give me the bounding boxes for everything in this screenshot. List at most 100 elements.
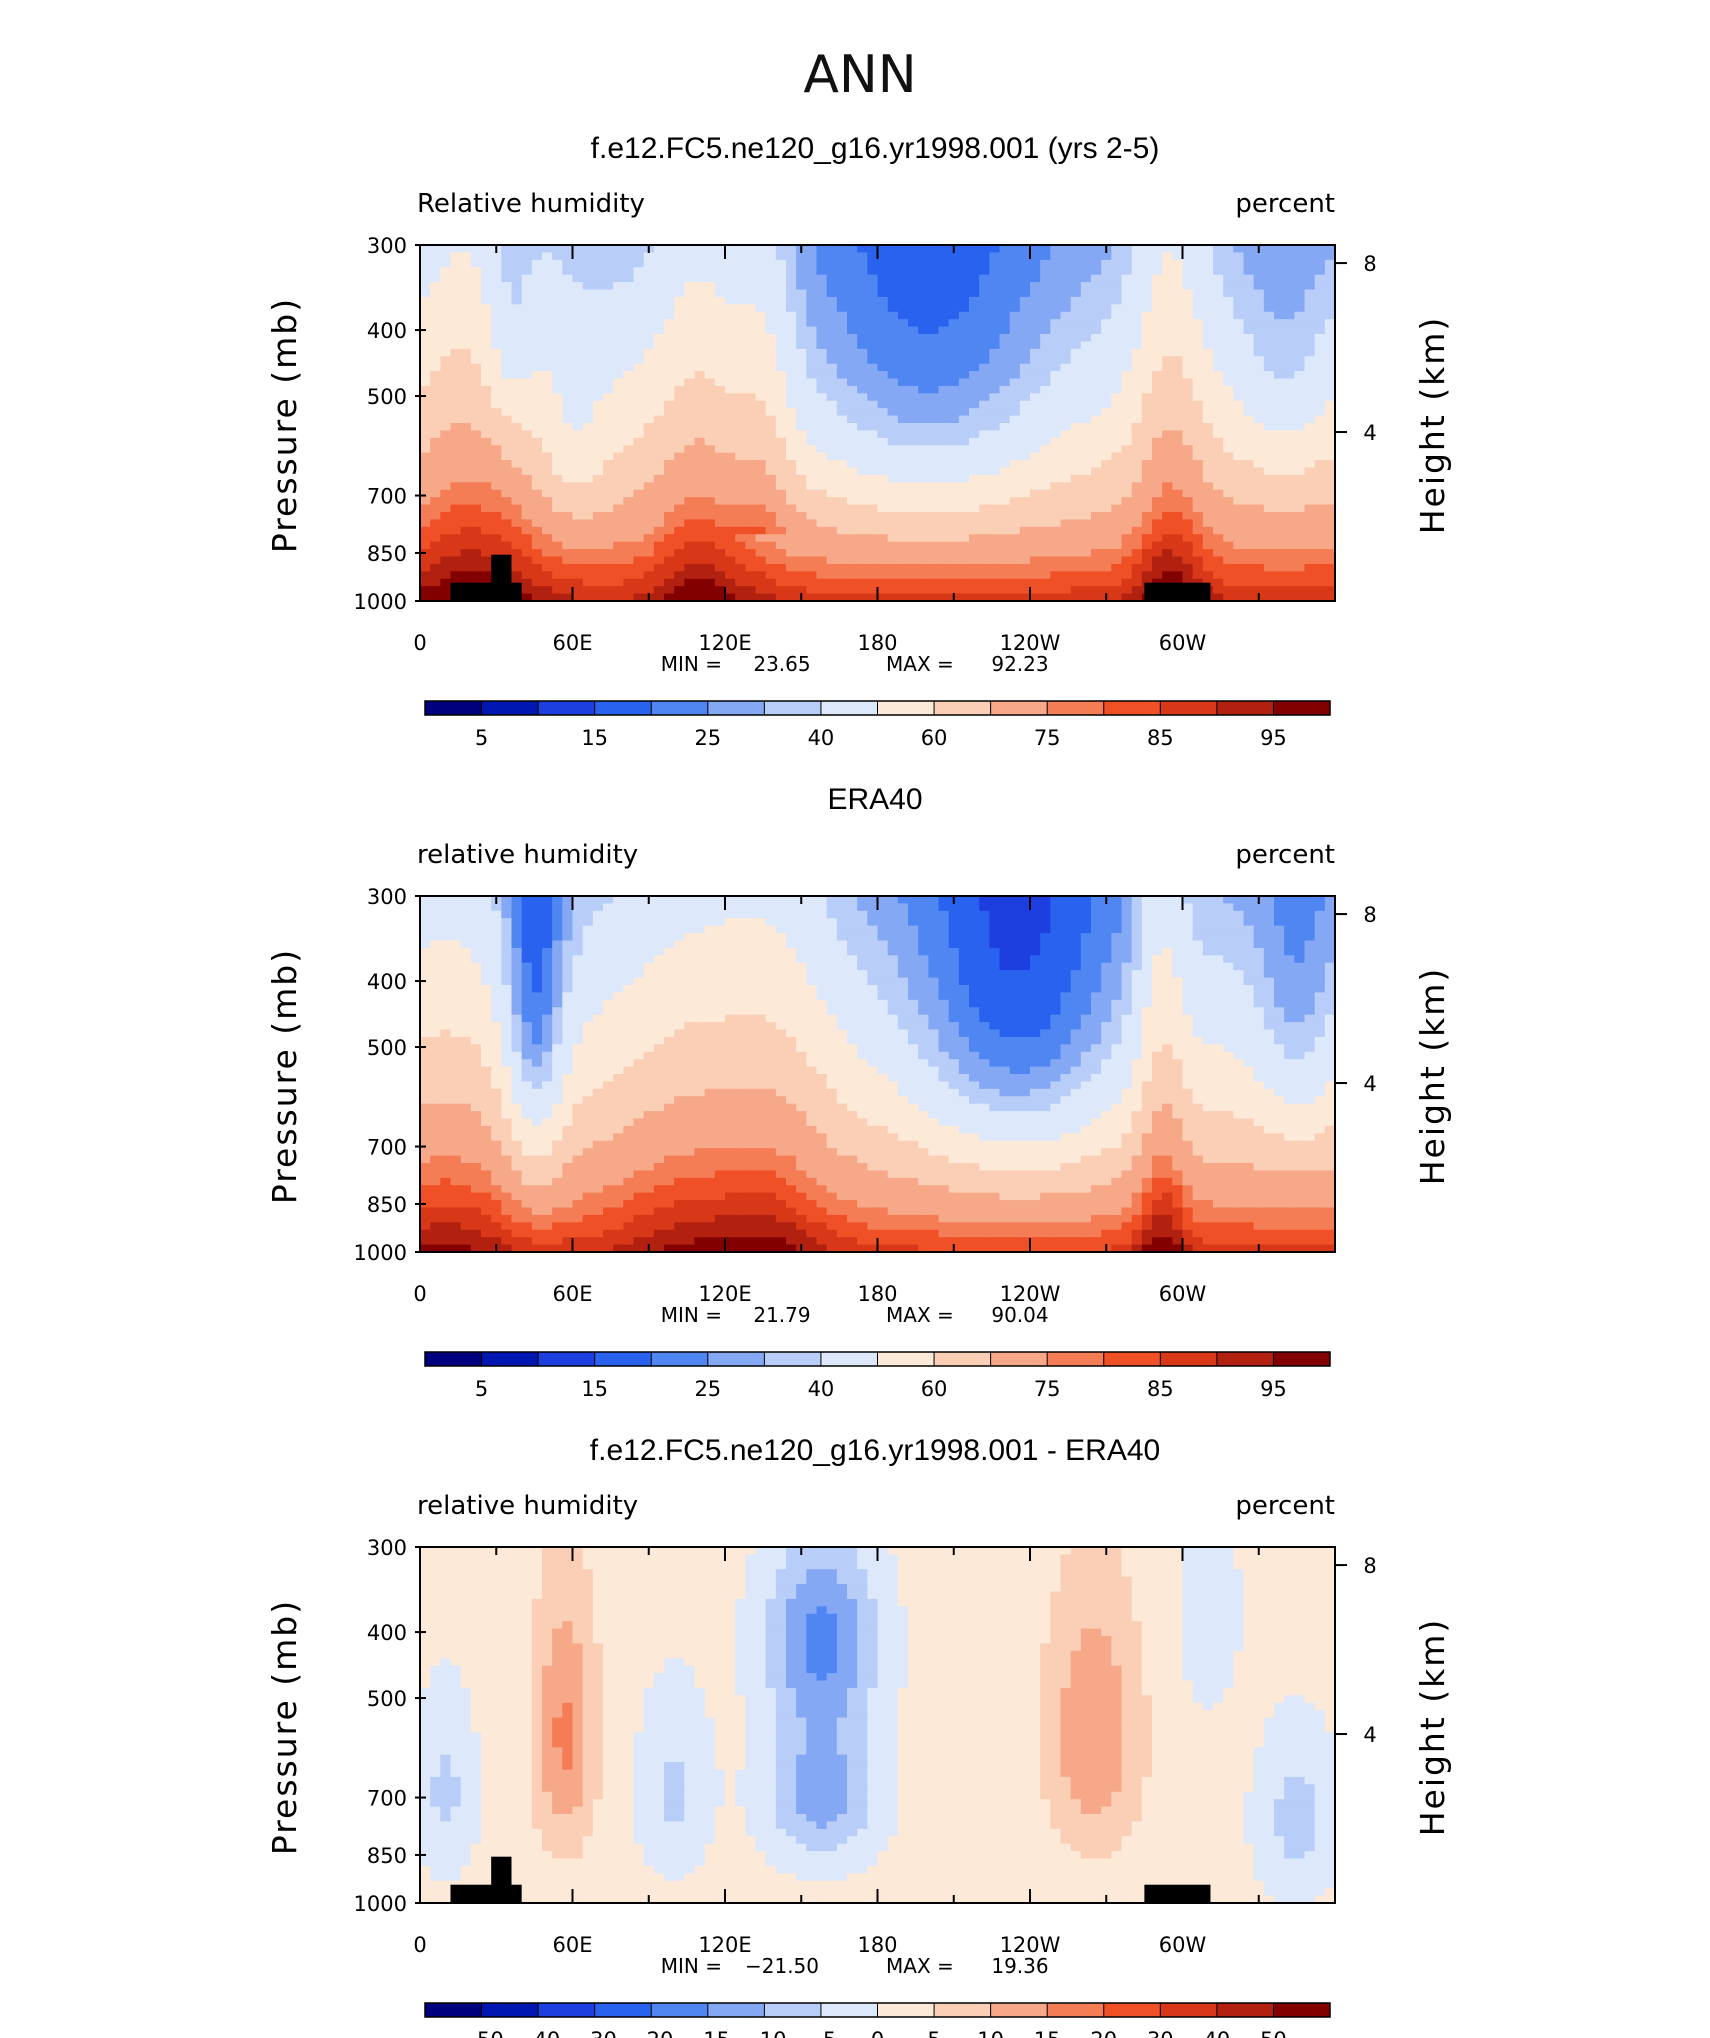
- contour-cell: [623, 378, 635, 387]
- contour-cell: [562, 940, 574, 949]
- contour-cell: [1213, 341, 1224, 350]
- contour-cell: [826, 910, 838, 919]
- contour-cell: [948, 482, 960, 491]
- contour-cell: [867, 541, 879, 550]
- contour-cell: [562, 534, 574, 543]
- contour-cell: [552, 408, 563, 417]
- contour-cell: [1274, 437, 1285, 446]
- contour-cell: [1263, 534, 1275, 543]
- contour-cell: [1274, 556, 1285, 565]
- contour-cell: [938, 341, 950, 350]
- contour-cell: [1213, 910, 1224, 919]
- contour-cell: [1294, 918, 1306, 927]
- contour-cell: [1009, 896, 1021, 905]
- contour-cell: [420, 430, 431, 439]
- contour-cell: [1009, 274, 1021, 283]
- contour-cell: [725, 334, 736, 343]
- contour-cell: [653, 356, 665, 365]
- contour-cell: [511, 571, 523, 580]
- contour-cell: [1314, 519, 1326, 528]
- contour-cell: [643, 504, 655, 513]
- contour-cell: [979, 467, 990, 476]
- contour-cell: [460, 252, 472, 261]
- contour-cell: [572, 933, 584, 942]
- contour-cell: [603, 415, 614, 424]
- contour-cell: [877, 430, 889, 439]
- contour-cell: [613, 467, 624, 476]
- contour-cell: [948, 437, 960, 446]
- contour-cell: [1050, 910, 1062, 919]
- contour-cell: [1182, 289, 1194, 298]
- contour-cell: [1152, 408, 1163, 417]
- contour-cell: [969, 304, 980, 313]
- contour-cell: [786, 415, 797, 424]
- contour-cell: [847, 334, 858, 343]
- contour-cell: [1060, 267, 1072, 276]
- contour-cell: [470, 526, 482, 535]
- contour-cell: [1243, 541, 1255, 550]
- contour-cell: [1274, 497, 1285, 506]
- contour-cell: [755, 326, 767, 335]
- contour-cell: [1070, 296, 1082, 305]
- contour-cell: [1162, 925, 1173, 934]
- contour-cell: [847, 252, 858, 261]
- contour-cell: [806, 363, 818, 372]
- contour-cell: [786, 549, 797, 558]
- contour-cell: [745, 371, 757, 380]
- contour-cell: [1274, 541, 1285, 550]
- contour-cell: [928, 415, 940, 424]
- contour-cell: [958, 460, 970, 469]
- contour-cell: [1070, 356, 1082, 365]
- contour-cell: [786, 311, 797, 320]
- contour-cell: [745, 378, 757, 387]
- contour-cell: [786, 289, 797, 298]
- contour-cell: [857, 452, 868, 461]
- contour-cell: [653, 497, 665, 506]
- contour-cell: [481, 341, 492, 350]
- contour-cell: [1009, 933, 1021, 942]
- contour-cell: [1243, 400, 1255, 409]
- contour-cell: [633, 274, 645, 283]
- contour-cell: [816, 393, 828, 402]
- contour-cell: [958, 896, 970, 905]
- contour-cell: [979, 326, 990, 335]
- contour-cell: [521, 896, 533, 905]
- contour-cell: [1030, 593, 1041, 602]
- contour-cell: [633, 378, 645, 387]
- contour-cell: [603, 304, 614, 313]
- contour-cell: [704, 304, 716, 313]
- contour-cell: [1233, 933, 1245, 942]
- contour-cell: [1202, 437, 1214, 446]
- contour-cell: [704, 282, 716, 291]
- contour-cell: [623, 896, 635, 905]
- contour-cell: [877, 296, 889, 305]
- contour-cell: [755, 512, 767, 521]
- contour-cell: [897, 541, 909, 550]
- contour-cell: [1284, 289, 1295, 298]
- contour-cell: [918, 437, 929, 446]
- contour-cell: [775, 319, 787, 328]
- contour-cell: [613, 282, 624, 291]
- contour-cell: [1172, 289, 1184, 298]
- contour-cell: [1060, 460, 1072, 469]
- contour-cell: [562, 445, 574, 454]
- contour-cell: [1141, 245, 1153, 254]
- contour-cell: [836, 918, 848, 927]
- contour-cell: [694, 304, 706, 313]
- contour-cell: [887, 519, 899, 528]
- contour-cell: [867, 578, 879, 587]
- contour-cell: [1192, 489, 1204, 498]
- contour-cell: [664, 274, 675, 283]
- contour-cell: [1009, 296, 1021, 305]
- contour-cell: [735, 578, 746, 587]
- contour-cell: [1030, 918, 1041, 927]
- contour-cell: [531, 497, 543, 506]
- contour-cell: [877, 378, 889, 387]
- contour-cell: [491, 482, 502, 491]
- contour-cell: [1182, 563, 1194, 572]
- contour-cell: [948, 319, 960, 328]
- contour-cell: [948, 563, 960, 572]
- contour-cell: [897, 556, 909, 565]
- contour-cell: [674, 549, 685, 558]
- contour-cell: [1324, 289, 1336, 298]
